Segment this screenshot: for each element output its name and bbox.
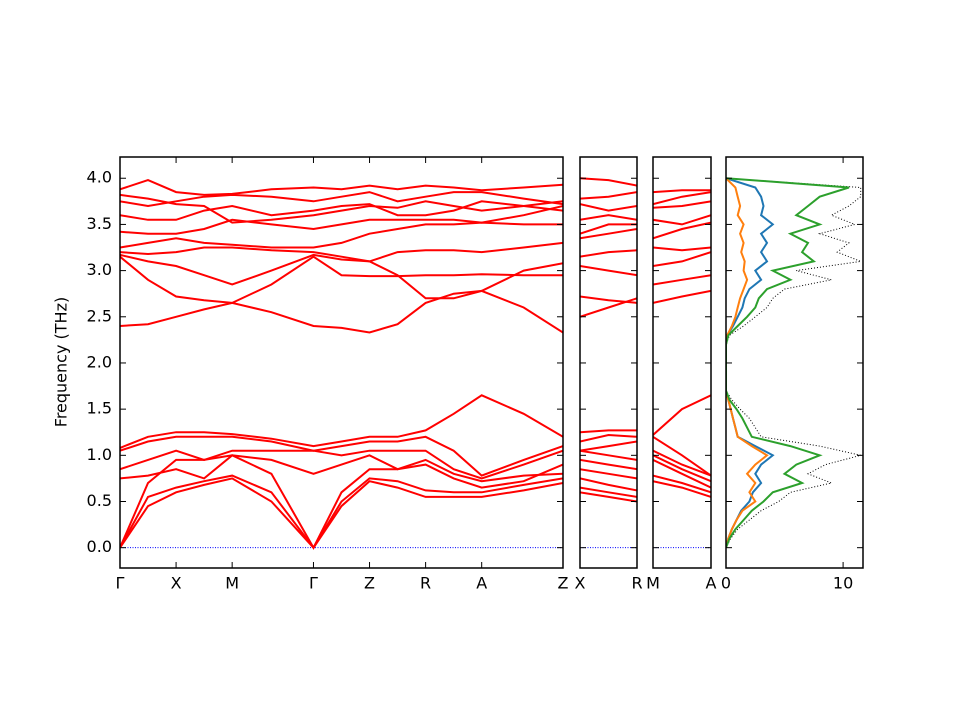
band-line — [120, 241, 563, 263]
y-tick-label: 3.0 — [87, 260, 112, 279]
band-line — [120, 454, 563, 489]
band-line — [120, 191, 563, 208]
x-tick-label: M — [646, 574, 660, 593]
plot-frame — [725, 156, 864, 569]
x-tick-label: A — [706, 574, 717, 593]
band-line — [653, 274, 711, 286]
band-line — [120, 435, 563, 477]
band-line — [653, 449, 711, 477]
band-line — [120, 255, 563, 304]
band-line — [580, 449, 637, 461]
band-line — [120, 289, 563, 334]
y-tick-label: 2.5 — [87, 306, 112, 325]
band-line — [653, 200, 711, 209]
y-tick-label: 1.5 — [87, 399, 112, 418]
band-line — [653, 480, 711, 498]
band-line — [580, 203, 637, 212]
band-line — [580, 433, 637, 443]
y-tick-label: 4.0 — [87, 168, 112, 187]
band-line — [580, 214, 637, 221]
band-line — [653, 189, 711, 194]
x-tick-label: Γ — [309, 574, 318, 593]
band-line — [580, 223, 637, 235]
band-line — [653, 251, 711, 267]
band-line — [120, 449, 563, 480]
x-tick-label: R — [631, 574, 642, 593]
dos-line — [726, 177, 850, 549]
band-line — [653, 289, 711, 304]
band-line — [120, 477, 563, 550]
band-line — [580, 177, 637, 187]
band-line — [580, 491, 637, 503]
band-line — [580, 440, 637, 452]
dos-line — [726, 177, 863, 548]
x-tick-label: A — [476, 574, 487, 593]
band-line — [120, 205, 563, 235]
x-tick-label: 0 — [721, 574, 731, 593]
x-tick-label: Z — [364, 574, 375, 593]
band-line — [580, 191, 637, 200]
band-line — [120, 221, 563, 249]
y-tick-label: 0.0 — [87, 537, 112, 556]
band-line — [580, 265, 637, 277]
y-tick-label: 2.0 — [87, 352, 112, 371]
band-line — [120, 193, 563, 224]
band-line — [580, 486, 637, 498]
band-line — [653, 458, 711, 489]
x-tick-label: Γ — [116, 574, 125, 593]
band-line — [120, 394, 563, 449]
y-tick-label: 1.0 — [87, 445, 112, 464]
y-axis-label: Frequency (THz) — [52, 297, 71, 427]
band-line — [580, 249, 637, 258]
x-tick-label: 10 — [833, 574, 853, 593]
band-line — [653, 221, 711, 240]
band-line — [120, 179, 563, 196]
band-line — [580, 477, 637, 492]
band-line — [120, 253, 563, 300]
band-line — [120, 454, 563, 550]
x-tick-label: X — [171, 574, 182, 593]
band-line — [653, 191, 711, 206]
x-tick-label: M — [225, 574, 239, 593]
band-line — [653, 246, 711, 252]
band-line — [580, 458, 637, 471]
y-tick-label: 0.5 — [87, 491, 112, 510]
band-line — [580, 468, 637, 480]
y-tick-label: 3.5 — [87, 214, 112, 233]
band-line — [580, 295, 637, 304]
band-line — [653, 394, 711, 436]
band-line — [653, 454, 711, 483]
band-line — [120, 474, 563, 550]
band-line — [653, 214, 711, 226]
band-line — [120, 200, 563, 221]
x-tick-label: Z — [558, 574, 569, 593]
band-line — [653, 435, 711, 477]
x-tick-label: X — [575, 574, 586, 593]
x-tick-label: R — [420, 574, 431, 593]
band-line — [580, 429, 637, 434]
dos-line — [726, 177, 775, 548]
band-line — [653, 474, 711, 494]
dos-line — [726, 177, 769, 548]
band-line — [580, 228, 637, 240]
